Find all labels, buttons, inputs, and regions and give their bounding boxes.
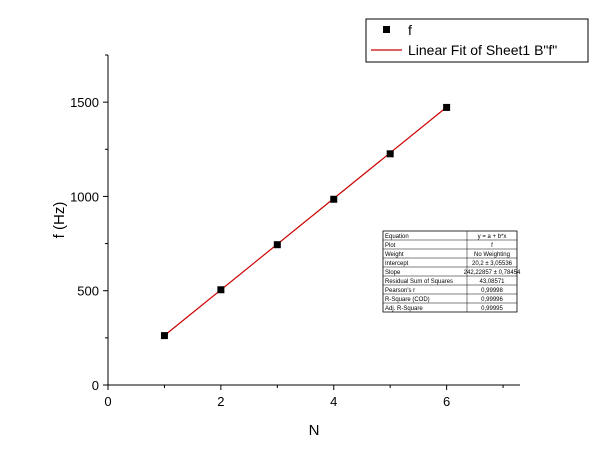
stats-param-value: y = a + b*x: [478, 234, 507, 240]
stats-param-value: 20,2 ± 3,05536: [472, 261, 513, 267]
stats-param-label: R-Square (COD): [385, 297, 430, 303]
x-axis-ticks: 0 2 4 6: [104, 385, 504, 409]
y-tick-label: 0: [92, 378, 99, 393]
x-tick-label: 2: [217, 394, 224, 409]
axes: [107, 55, 520, 386]
legend-box: [365, 18, 589, 63]
data-point: [443, 103, 451, 111]
plot-area: [160, 103, 451, 340]
data-point: [217, 286, 225, 294]
y-tick-label: 500: [77, 284, 99, 299]
stats-param-label: Plot: [385, 243, 396, 249]
stats-param-label: Slope: [385, 270, 401, 276]
legend-label-fit: Linear Fit of Sheet1 B"f": [408, 42, 557, 58]
x-axis-label: N: [309, 422, 320, 439]
y-axis-label: f (Hz): [51, 202, 68, 239]
data-point: [273, 241, 281, 249]
stats-param-label: Pearson's r: [385, 288, 415, 294]
y-tick-label: 1000: [70, 189, 99, 204]
legend-marker-f: [383, 26, 390, 33]
stats-param-value: 43,08571: [479, 279, 505, 285]
stats-param-value: 242,22857 ± 0,78454: [464, 270, 521, 276]
stats-param-value: 0,99995: [481, 306, 503, 312]
x-tick-label: 4: [330, 394, 337, 409]
data-point: [160, 332, 168, 340]
x-tick-label: 6: [443, 394, 450, 409]
legend-label-f: f: [408, 22, 412, 38]
stats-param-label: Intercept: [385, 261, 409, 267]
x-tick-label: 0: [104, 394, 111, 409]
y-axis-ticks: 0 500 1000 1500: [70, 54, 108, 393]
y-tick-label: 1500: [70, 95, 99, 110]
stats-param-label: Residual Sum of Squares: [385, 279, 453, 285]
data-point: [330, 195, 338, 203]
stats-param-label: Adj. R-Square: [385, 306, 423, 312]
stats-param-value: No Weighting: [474, 252, 510, 258]
stats-param-label: Weight: [385, 252, 404, 258]
stats-param-value: 0,99996: [481, 297, 503, 303]
fit-statistics-table: Equation y = a + b*x Plot f Weight No Weighti…: [382, 230, 521, 313]
data-point: [386, 150, 394, 158]
linear-fit-line: [164, 106, 448, 336]
stats-param-label: Equation: [385, 234, 409, 240]
stats-table-border: [382, 230, 518, 313]
legend: f Linear Fit of Sheet1 B"f": [365, 18, 589, 63]
stats-param-value: f: [491, 243, 493, 249]
stats-param-value: 0,99998: [481, 288, 503, 294]
